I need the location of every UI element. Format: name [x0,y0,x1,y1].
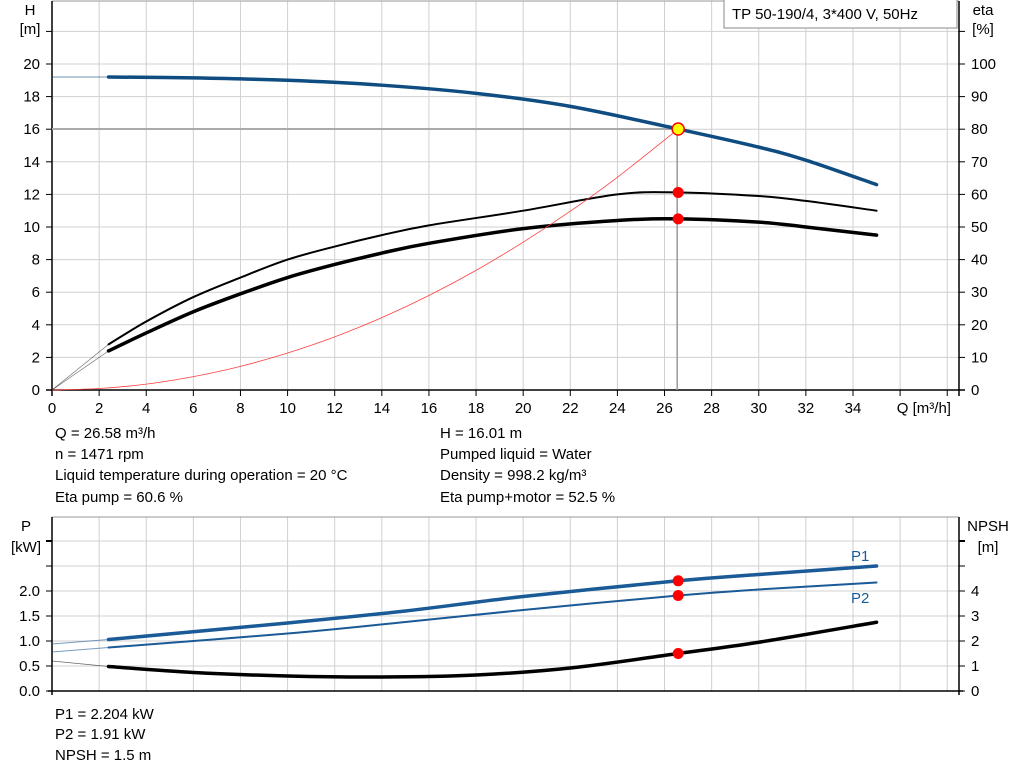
x-tick-label: 20 [515,400,532,417]
npsh-axis-label-unit: [m] [978,539,999,556]
eta-pump-curve [107,191,878,346]
x-tick-label: 4 [142,400,150,417]
y-tick-label: 4 [32,317,40,334]
eta-pump-motor-curve-extension [51,350,109,391]
head-curve [106,75,879,187]
y-tick-label: 0 [32,382,40,399]
x-tick-label: 10 [279,400,296,417]
y2-tick-label: 3 [971,608,979,625]
info-p1: P1 = 2.204 kW [55,706,154,723]
x-tick-label: 12 [326,400,343,417]
info-q: Q = 26.58 m³/h [55,425,156,442]
eta-pump-curve-extension [51,344,109,391]
p1-label: P1 [851,548,869,565]
info-npsh: NPSH = 1.5 m [55,747,152,764]
y2-tick-label: 0 [971,382,979,399]
y-tick-label: 10 [23,219,40,236]
x-tick-label: 0 [48,400,56,417]
y-tick-label: 6 [32,284,40,301]
duty-point-head [671,122,685,136]
y2-tick-label: 40 [971,252,988,269]
info-h: H = 16.01 m [440,425,523,442]
x-tick-label: 18 [468,400,485,417]
x-tick-label: 30 [750,400,767,417]
x-axis-label: Q [m³/h] [897,400,951,417]
p-axis-label-name: P [21,518,31,535]
duty-point-eta-pump [672,186,684,198]
duty-point-eta-pump-motor [672,213,684,225]
x-tick-label: 14 [373,400,390,417]
x-tick-label: 24 [609,400,626,417]
y2-axis-label-unit: [%] [972,21,994,38]
y-axis-label-name: H [25,2,36,19]
y-tick-label: 12 [23,186,40,203]
y2-tick-label: 60 [971,186,988,203]
npsh-curve [106,620,879,679]
y-tick-label: 14 [23,154,40,171]
y-tick-label: 1.0 [19,633,40,650]
y2-tick-label: 20 [971,317,988,334]
x-tick-label: 28 [703,400,720,417]
info-n: n = 1471 rpm [55,446,144,463]
y-tick-label: 18 [23,89,40,106]
p1-curve-extension [51,639,109,645]
x-tick-label: 16 [421,400,438,417]
legend-box [723,0,958,29]
p1-curve [106,564,879,642]
system-curve [51,128,679,391]
npsh-axis-label-name: NPSH [967,518,1009,535]
x-tick-label: 22 [562,400,579,417]
y2-tick-label: 0 [971,683,979,700]
info-density: Density = 998.2 kg/m³ [440,467,587,484]
p2-curve-extension [51,647,109,653]
y2-tick-label: 4 [971,583,979,600]
y-tick-label: 2 [32,349,40,366]
npsh-curve-extension [51,660,109,667]
x-tick-label: 2 [95,400,103,417]
eta-pump-motor-curve [106,217,879,353]
info-liquid: Pumped liquid = Water [440,446,592,463]
y-axis-label-unit: [m] [20,21,41,38]
y-tick-label: 20 [23,56,40,73]
x-tick-label: 26 [656,400,673,417]
x-tick-label: 6 [189,400,197,417]
y2-axis-label-name: eta [973,2,995,19]
x-tick-label: 32 [798,400,815,417]
y2-tick-label: 1 [971,658,979,675]
info-eta-pump-motor: Eta pump+motor = 52.5 % [440,489,616,506]
duty-point-p2 [672,590,684,601]
p2-label: P2 [851,590,869,607]
duty-point-npsh [672,648,684,659]
info-p2: P2 = 1.91 kW [55,726,146,743]
p-axis-label-unit: [kW] [11,539,41,556]
x-tick-label: 34 [845,400,862,417]
duty-point-p1 [672,575,684,587]
y2-tick-label: 100 [971,56,996,73]
y2-tick-label: 80 [971,121,988,138]
y2-tick-label: 50 [971,219,988,236]
y2-tick-label: 70 [971,154,988,171]
x-tick-label: 8 [236,400,244,417]
y-tick-label: 8 [32,252,40,269]
y-tick-label: 16 [23,121,40,138]
y-tick-label: 0.5 [19,658,40,675]
y2-tick-label: 30 [971,284,988,301]
y-tick-label: 2.0 [19,583,40,600]
y-tick-label: 0.0 [19,683,40,700]
info-eta-pump: Eta pump = 60.6 % [55,489,183,506]
info-temp: Liquid temperature during operation = 20… [55,467,348,484]
legend-title: TP 50-190/4, 3*400 V, 50Hz [732,6,918,23]
y2-tick-label: 90 [971,89,988,106]
p2-curve [107,581,878,649]
y-tick-label: 1.5 [19,608,40,625]
y2-tick-label: 10 [971,349,988,366]
y2-tick-label: 2 [971,633,979,650]
